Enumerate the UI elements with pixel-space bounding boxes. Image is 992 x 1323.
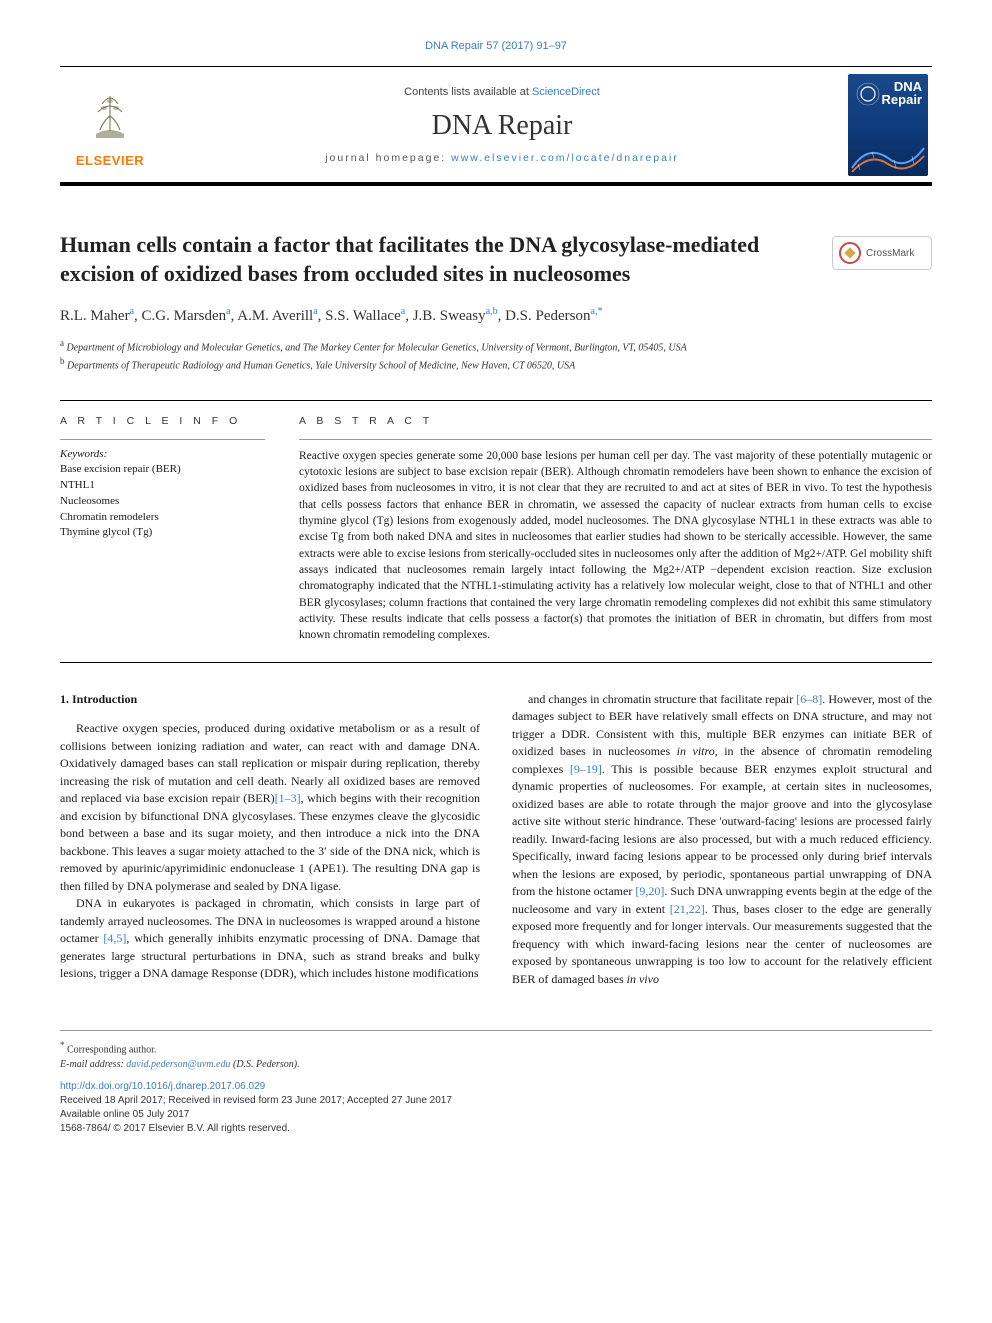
journal-cover: DNA Repair — [844, 67, 932, 182]
crossmark-badge[interactable]: CrossMark — [832, 236, 932, 270]
elsevier-tree-icon — [75, 81, 145, 151]
corresponding-note: * Corresponding author. — [60, 1039, 932, 1057]
sciencedirect-link[interactable]: ScienceDirect — [532, 86, 600, 98]
citation-link[interactable]: DNA Repair 57 (2017) 91–97 — [60, 40, 932, 52]
title-row: Human cells contain a factor that facili… — [60, 230, 932, 288]
abstract-text: Reactive oxygen species generate some 20… — [299, 448, 932, 644]
elsevier-wordmark: ELSEVIER — [76, 153, 144, 168]
received-dates: Received 18 April 2017; Received in revi… — [60, 1094, 932, 1108]
abstract-label: A B S T R A C T — [299, 415, 932, 427]
keyword-item: NTHL1 — [60, 478, 265, 494]
copyright-line: 1568-7864/ © 2017 Elsevier B.V. All righ… — [60, 1122, 932, 1136]
body-columns: 1. Introduction Reactive oxygen species,… — [60, 691, 932, 989]
affiliations: a Department of Microbiology and Molecul… — [60, 337, 932, 374]
contents-lists-line: Contents lists available at ScienceDirec… — [404, 86, 600, 98]
paper-title: Human cells contain a factor that facili… — [60, 230, 816, 288]
journal-header: ELSEVIER Contents lists available at Sci… — [60, 66, 932, 186]
cover-dna-icon — [854, 80, 882, 108]
homepage-url[interactable]: www.elsevier.com/locate/dnarepair — [451, 152, 679, 164]
available-online: Available online 05 July 2017 — [60, 1108, 932, 1122]
doi-link[interactable]: http://dx.doi.org/10.1016/j.dnarep.2017.… — [60, 1080, 932, 1094]
keyword-item: Chromatin remodelers — [60, 510, 265, 526]
keyword-item: Base excision repair (BER) — [60, 462, 265, 478]
crossmark-icon — [839, 242, 861, 264]
keyword-item: Nucleosomes — [60, 494, 265, 510]
body-paragraph: Reactive oxygen species, produced during… — [60, 720, 480, 895]
cover-title: DNA Repair — [882, 80, 922, 106]
journal-name: DNA Repair — [432, 110, 573, 142]
journal-homepage: journal homepage: www.elsevier.com/locat… — [325, 152, 679, 164]
cover-title-l2: Repair — [882, 92, 922, 107]
keywords-label: Keywords: — [60, 448, 265, 460]
body-paragraph: and changes in chromatin structure that … — [512, 691, 932, 989]
intro-heading: 1. Introduction — [60, 691, 480, 709]
affil-b: Departments of Therapeutic Radiology and… — [67, 361, 575, 372]
affil-a: Department of Microbiology and Molecular… — [67, 342, 687, 353]
keyword-item: Thymine glycol (Tg) — [60, 525, 265, 541]
homepage-prefix: journal homepage: — [325, 152, 451, 164]
keywords-list: Base excision repair (BER) NTHL1 Nucleos… — [60, 462, 265, 542]
corresponding-email[interactable]: david.pederson@uvm.edu — [126, 1059, 230, 1070]
body-paragraph: DNA in eukaryotes is packaged in chromat… — [60, 895, 480, 983]
email-line: E-mail address: david.pederson@uvm.edu (… — [60, 1058, 932, 1072]
journal-cover-image: DNA Repair — [848, 74, 928, 176]
elsevier-logo: ELSEVIER — [60, 67, 160, 182]
authors-line: R.L. Mahera, C.G. Marsdena, A.M. Averill… — [60, 306, 932, 325]
header-center: Contents lists available at ScienceDirec… — [160, 67, 844, 182]
article-info-label: A R T I C L E I N F O — [60, 415, 265, 427]
contents-prefix: Contents lists available at — [404, 86, 532, 98]
page-root: DNA Repair 57 (2017) 91–97 ELSEVIER Cont… — [0, 0, 992, 1166]
crossmark-label: CrossMark — [866, 248, 914, 259]
abstract-col: A B S T R A C T Reactive oxygen species … — [299, 415, 932, 644]
page-footer: * Corresponding author. E-mail address: … — [60, 1030, 932, 1135]
article-info-col: A R T I C L E I N F O Keywords: Base exc… — [60, 415, 265, 644]
info-abstract-row: A R T I C L E I N F O Keywords: Base exc… — [60, 400, 932, 663]
cover-illustration — [848, 128, 928, 176]
